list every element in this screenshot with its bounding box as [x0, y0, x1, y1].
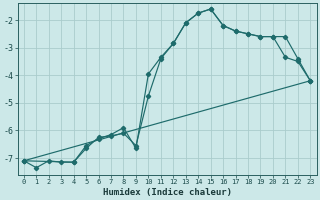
X-axis label: Humidex (Indice chaleur): Humidex (Indice chaleur) — [103, 188, 232, 197]
